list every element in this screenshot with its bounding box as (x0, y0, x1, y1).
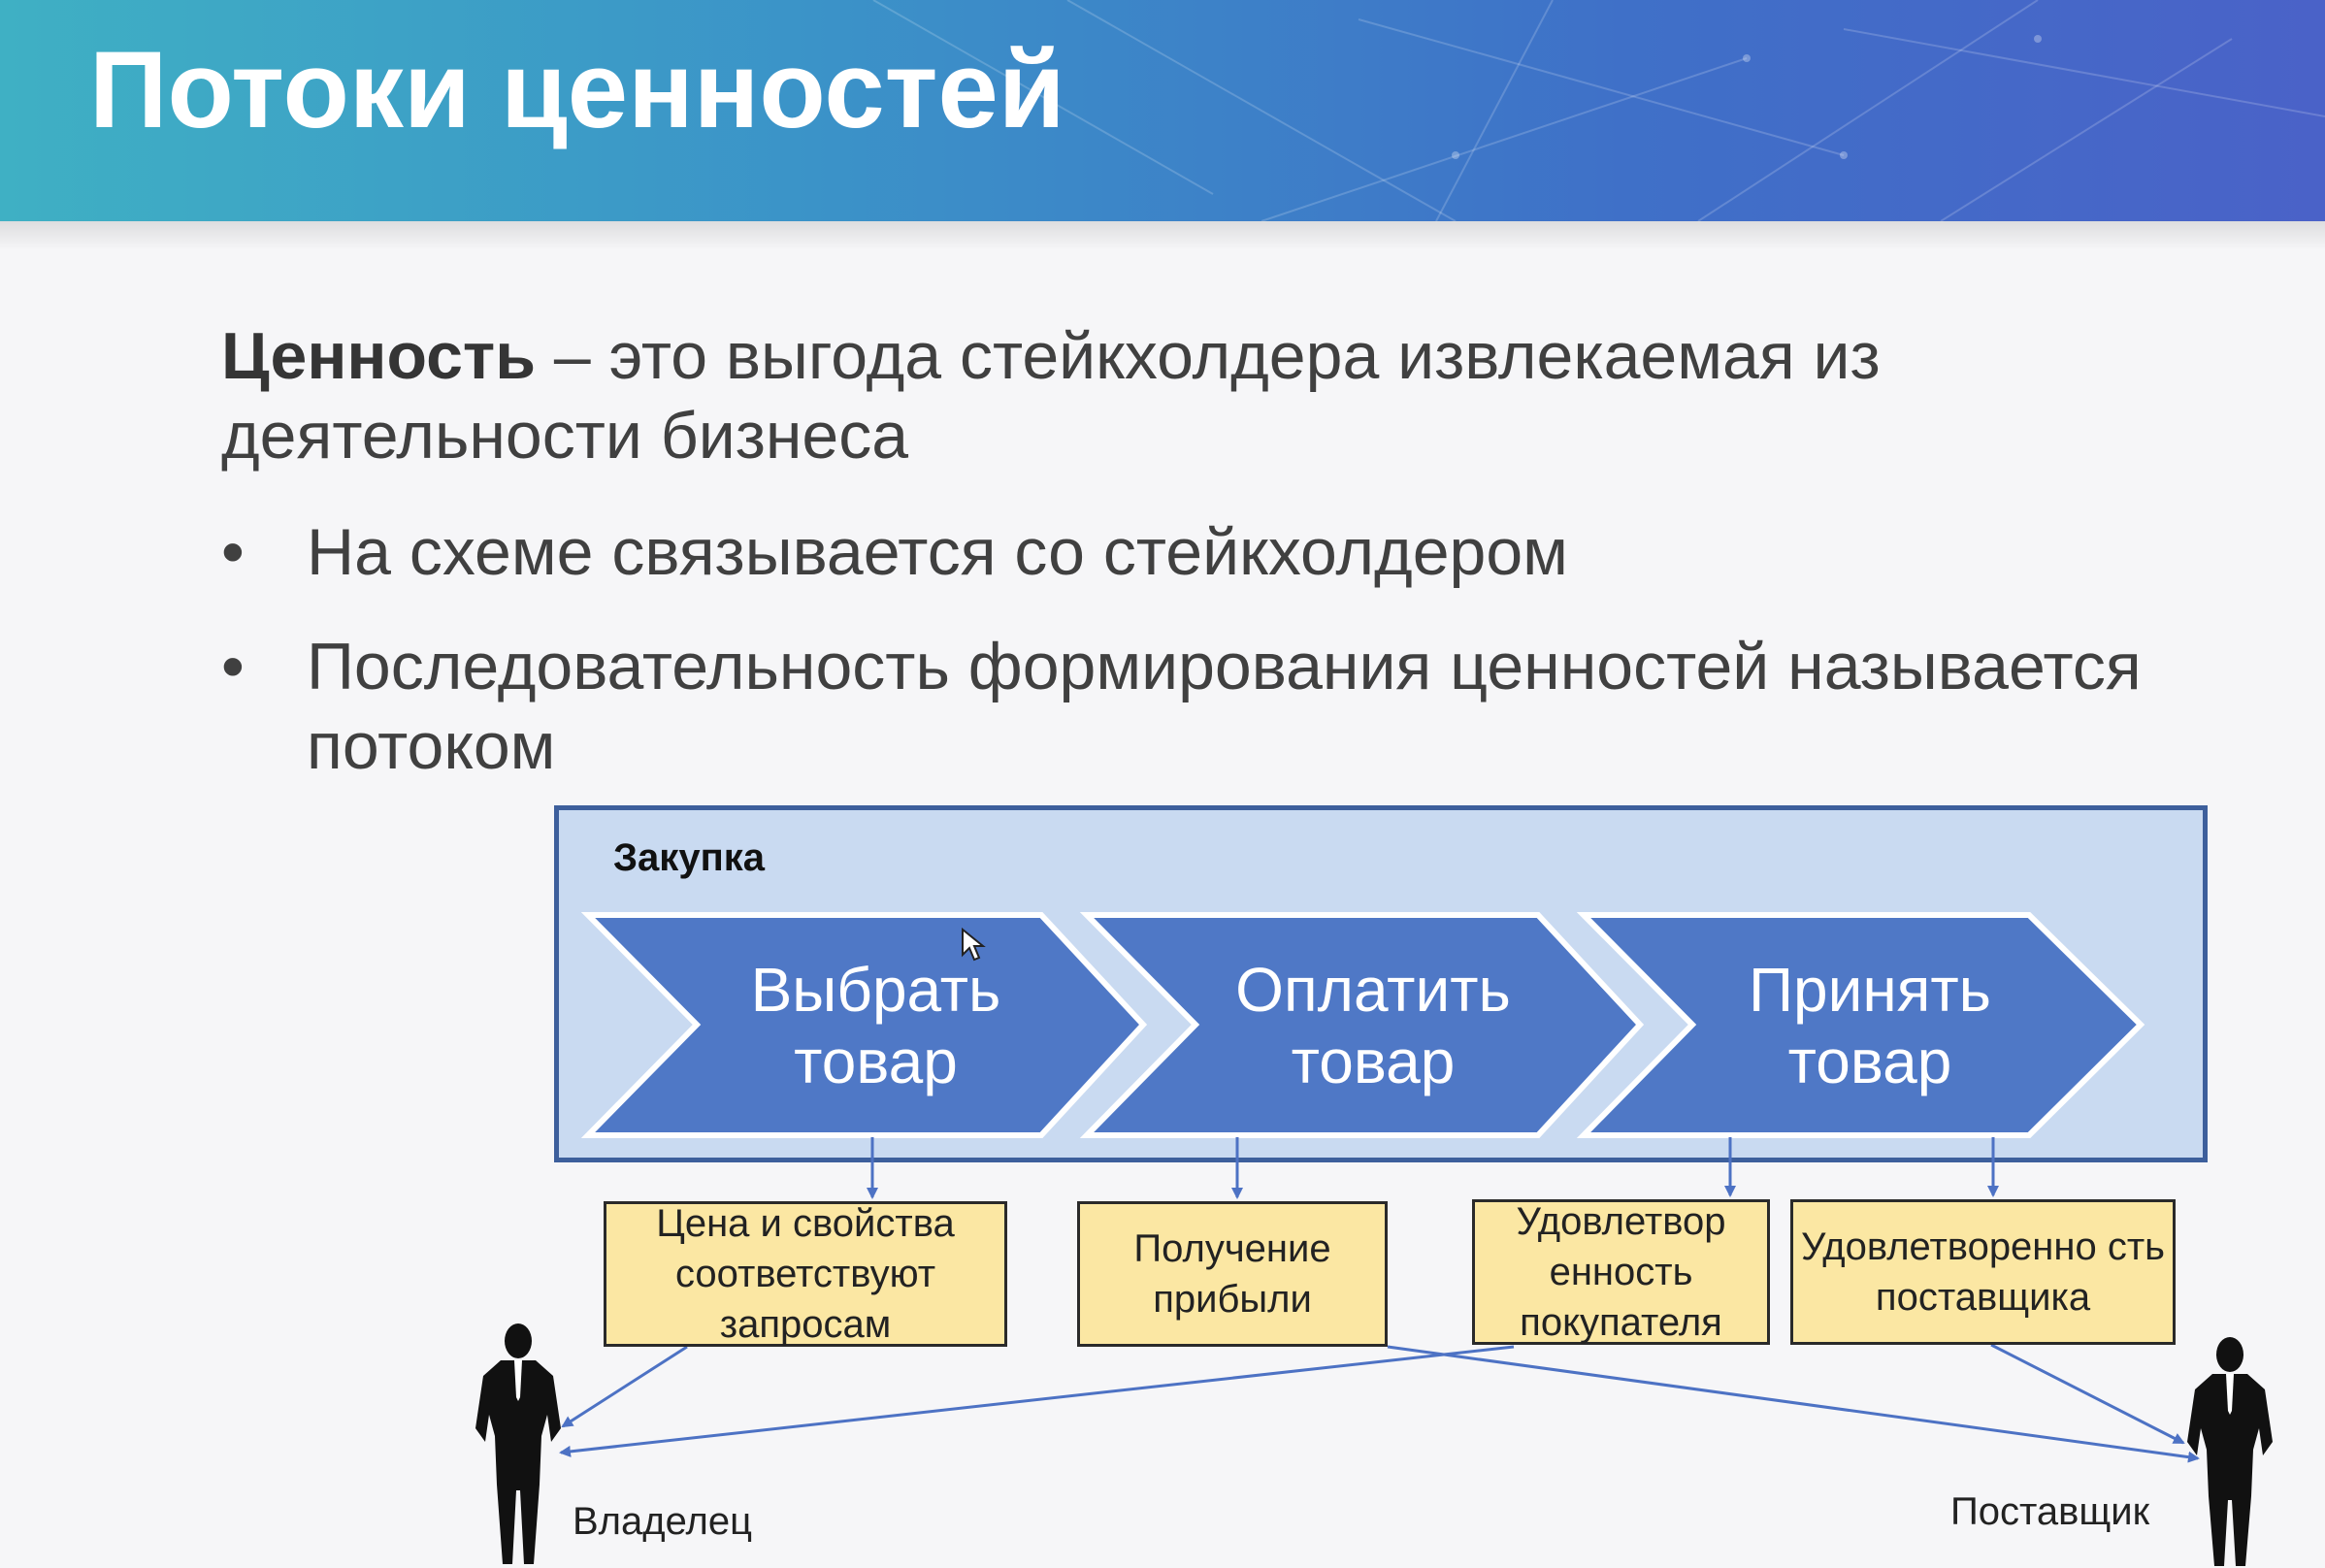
definition-term: Ценность (221, 319, 537, 393)
value-box-1-text: Цена и свойства соответствуют запросам (656, 1202, 955, 1346)
bullet-text-1: На схеме связывается со стейкхолдером (307, 515, 1568, 589)
value-box-2-text: Получение прибыли (1133, 1227, 1331, 1321)
bullet-item-2: • Последовательность формирования ценнос… (221, 627, 2259, 786)
value-stream-label: Закупка (613, 836, 765, 879)
link-value2-to-supplier (1387, 1345, 2200, 1463)
value-box-3: Удовлетвор енность покупателя (1472, 1199, 1770, 1345)
chevron-stage-1-line1: Выбрать (750, 955, 1001, 1025)
value-box-1: Цена и свойства соответствуют запросам (604, 1201, 1007, 1347)
chevron-stage-3 (1576, 912, 2145, 1138)
link-value3-to-owner (559, 1345, 1515, 1457)
chevron-stage-3-label: Принять товар (1671, 954, 2069, 1097)
value-box-4-text: Удовлетворенно сть поставщика (1800, 1225, 2166, 1319)
bullet-item-1: • На схеме связывается со стейкхолдером (221, 512, 2259, 592)
definition-paragraph: Ценность – это выгода стейкхолдера извле… (221, 316, 2220, 475)
network-pattern-decoration (872, 0, 2325, 221)
supplier-person-icon (2187, 1337, 2273, 1566)
slide-title: Потоки ценностей (89, 29, 1065, 150)
supplier-label: Поставщик (1950, 1490, 2150, 1533)
chevron-stage-2-label: Оплатить товар (1174, 954, 1572, 1097)
chevron-stage-1-label: Выбрать товар (679, 954, 1072, 1097)
link-value4-to-supplier (1990, 1343, 2185, 1445)
chevron-stage-3-line2: товар (1787, 1027, 1952, 1096)
chevron-stage-1 (580, 912, 1148, 1138)
definition-text: – это выгода стейкхолдера извлекаемая из… (221, 319, 1881, 473)
header-shadow (0, 221, 2325, 250)
owner-person-icon (475, 1323, 561, 1564)
link-value1-to-owner (561, 1345, 688, 1428)
value-box-3-text: Удовлетвор енность покупателя (1516, 1200, 1726, 1344)
header-banner: Потоки ценностей (0, 0, 2325, 221)
value-box-4: Удовлетворенно сть поставщика (1790, 1199, 2176, 1345)
chevron-stage-2 (1079, 912, 1645, 1138)
chevron-stage-3-line1: Принять (1749, 955, 1991, 1025)
chevron-stage-2-line2: товар (1291, 1027, 1456, 1096)
chevron-stage-1-line2: товар (794, 1027, 958, 1096)
bullet-dot-icon: • (221, 630, 245, 703)
value-box-2: Получение прибыли (1077, 1201, 1388, 1347)
bullet-dot-icon: • (221, 515, 245, 589)
chevron-stage-2-line1: Оплатить (1235, 955, 1511, 1025)
mouse-pointer-icon (962, 928, 986, 962)
owner-label: Владелец (573, 1500, 753, 1543)
bullet-text-2: Последовательность формирования ценносте… (307, 630, 2142, 783)
